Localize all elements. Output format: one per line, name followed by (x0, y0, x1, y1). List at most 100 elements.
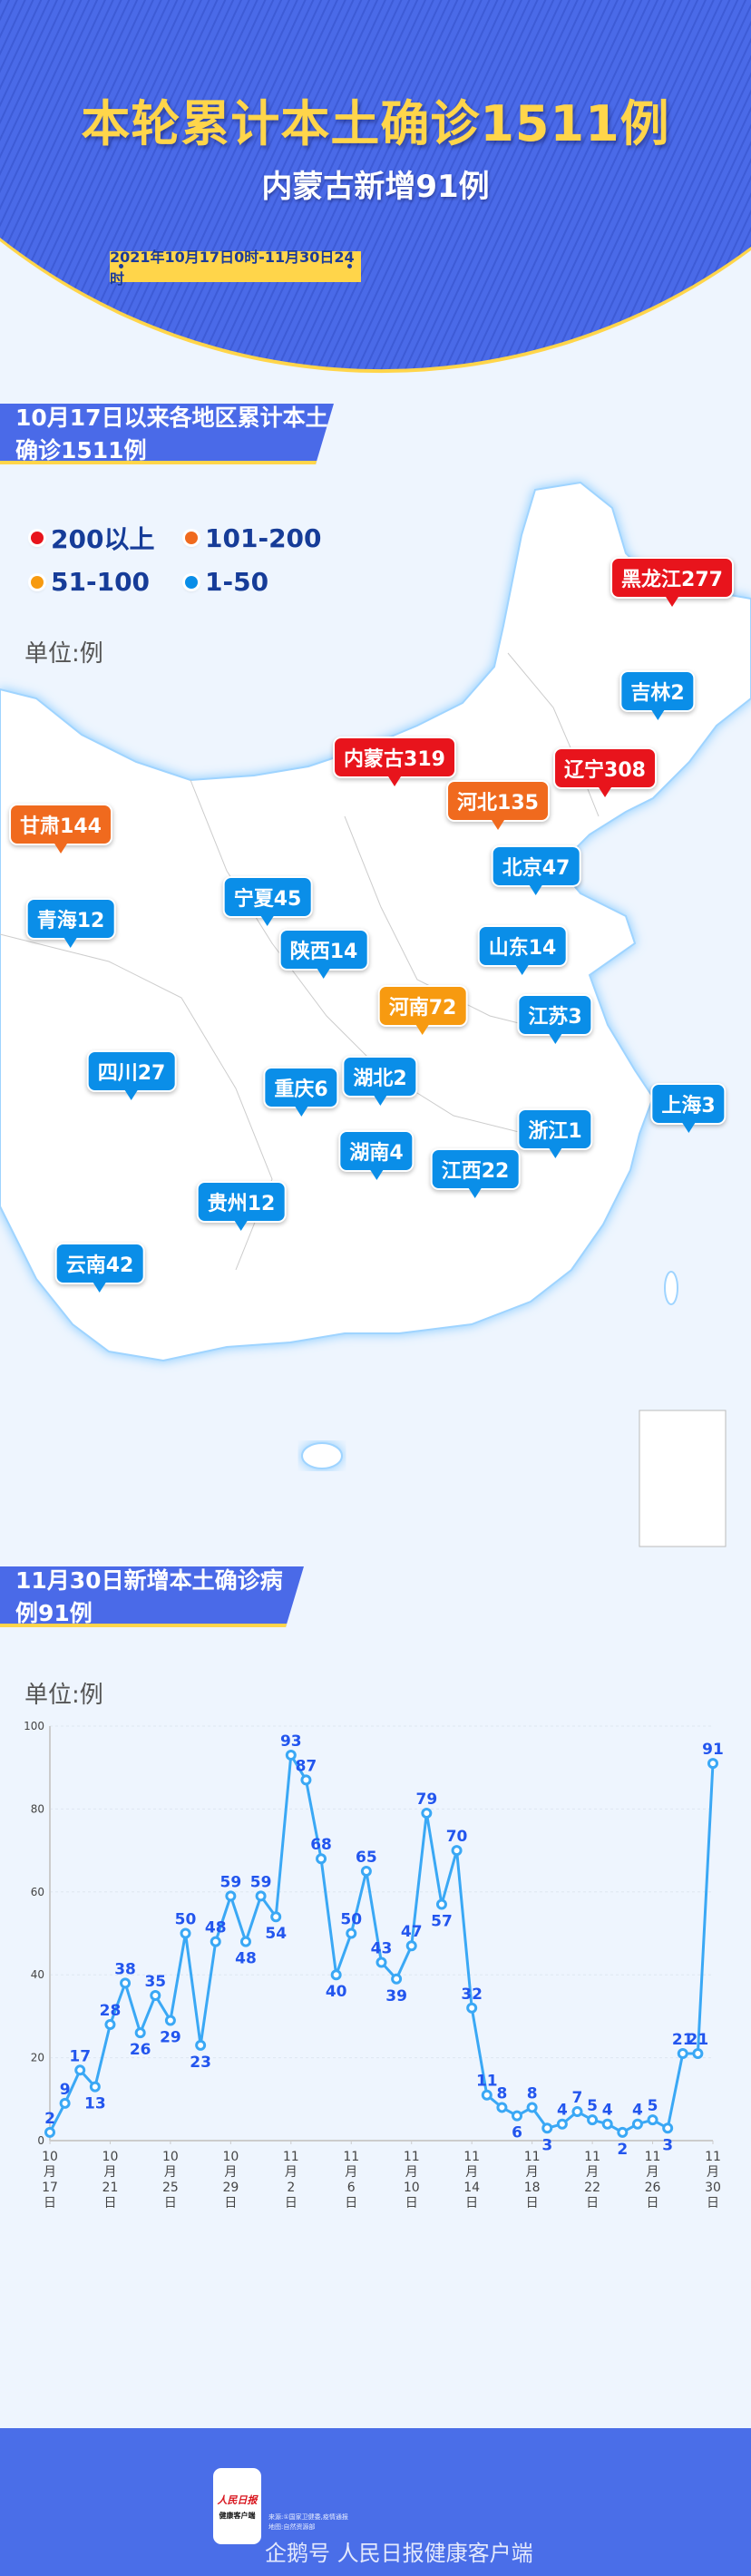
x-tick-label: 11 (524, 2150, 541, 2164)
x-tick-label: 月 (647, 2165, 659, 2180)
data-label: 79 (416, 1791, 438, 1809)
data-label: 59 (220, 1873, 242, 1891)
bullet-icon (347, 264, 352, 268)
data-point (435, 1898, 447, 1910)
region-bubble: 黑龙江277 (610, 557, 734, 599)
data-point (120, 1977, 132, 1989)
data-point (391, 1973, 403, 1985)
chart-unit-label: 单位:例 (24, 1682, 103, 1709)
data-label: 11 (476, 2073, 498, 2091)
data-point (134, 2027, 146, 2039)
data-point (104, 2019, 116, 2031)
x-tick-label: 29 (222, 2181, 239, 2195)
data-point (164, 2015, 176, 2026)
legend-label: 101-200 (205, 522, 322, 553)
region-bubble: 湖北2 (342, 1056, 418, 1098)
data-label: 48 (235, 1950, 257, 1968)
x-tick-label: 11 (645, 2150, 661, 2164)
data-label: 6 (512, 2124, 522, 2142)
data-label: 21 (688, 2031, 709, 2049)
data-label: 3 (541, 2136, 552, 2154)
data-label: 4 (557, 2102, 568, 2120)
data-point (421, 1807, 433, 1819)
section-banner-map: 10月17日以来各地区累计本土确诊1511例 (0, 404, 334, 464)
region-bubble: 辽宁308 (553, 747, 657, 789)
data-label: 50 (175, 1911, 197, 1929)
data-label: 65 (356, 1849, 377, 1867)
data-label: 57 (431, 1913, 453, 1931)
region-bubble: 四川27 (86, 1050, 177, 1092)
data-label: 68 (310, 1836, 332, 1854)
data-point (647, 2114, 658, 2126)
y-tick-label: 0 (37, 2134, 44, 2147)
data-label: 23 (190, 2054, 211, 2072)
data-label: 17 (69, 2047, 91, 2065)
x-tick-label: 月 (285, 2165, 297, 2180)
data-point (631, 2118, 643, 2130)
data-point (601, 2118, 613, 2130)
data-label: 8 (527, 2084, 538, 2103)
data-label: 91 (702, 1741, 724, 1759)
region-bubble: 河北135 (446, 780, 550, 822)
data-point (89, 2081, 101, 2093)
legend-label: 1-50 (205, 567, 269, 597)
data-label: 13 (84, 2095, 106, 2113)
data-point (481, 2089, 493, 2101)
x-tick-label: 月 (586, 2165, 599, 2180)
orange-dot-icon (185, 532, 198, 544)
x-tick-label: 月 (103, 2165, 116, 2180)
source-line: 地图:自然资源部 (268, 2523, 316, 2531)
data-point (662, 2122, 674, 2134)
data-label: 39 (385, 1987, 407, 2005)
data-label: 93 (280, 1732, 302, 1751)
region-bubble: 青海12 (25, 898, 116, 940)
x-tick-label: 月 (405, 2165, 418, 2180)
data-label: 43 (371, 1939, 393, 1957)
x-tick-label: 月 (44, 2165, 56, 2180)
data-point (239, 1936, 251, 1947)
data-point (74, 2064, 86, 2076)
x-tick-label: 日 (405, 2196, 418, 2210)
data-point (571, 2106, 583, 2118)
y-tick-label: 20 (31, 2052, 44, 2064)
china-map (0, 481, 751, 1547)
data-label: 47 (401, 1923, 423, 1941)
data-point (451, 1845, 463, 1857)
data-point (59, 2097, 71, 2109)
data-label: 2 (44, 2110, 55, 2128)
legend-item-51-100: 51-100 (31, 567, 165, 597)
data-point (512, 2110, 523, 2122)
region-bubble: 云南42 (54, 1243, 145, 1284)
data-label: 3 (662, 2136, 673, 2154)
region-bubble: 河南72 (377, 985, 468, 1027)
data-point (180, 1927, 191, 1939)
data-label: 7 (572, 2089, 583, 2107)
x-tick-label: 17 (42, 2181, 58, 2195)
data-label: 38 (114, 1960, 136, 1978)
x-tick-label: 10 (162, 2150, 179, 2164)
data-label: 35 (144, 1973, 166, 1991)
y-tick-label: 80 (31, 1802, 44, 1815)
red-dot-icon (31, 532, 44, 544)
section-banner-chart: 11月30日新增本土确诊病例91例 (0, 1566, 304, 1627)
source-note: 来源:①国家卫健委,疫情通报 地图:自然资源部 (268, 2513, 348, 2532)
y-tick-label: 60 (31, 1886, 44, 1898)
x-tick-label: 日 (103, 2196, 116, 2210)
x-tick-label: 月 (224, 2165, 237, 2180)
data-point (541, 2122, 553, 2134)
x-tick-label: 日 (224, 2196, 237, 2210)
data-point (587, 2114, 599, 2126)
footer (0, 2428, 751, 2576)
x-tick-label: 月 (526, 2165, 539, 2180)
data-label: 40 (326, 1983, 347, 2001)
region-bubble: 北京47 (491, 845, 581, 887)
data-point (466, 2002, 478, 2014)
x-tick-label: 日 (164, 2196, 177, 2210)
date-range-bar: 2021年10月17日0时-11月30日24时 (110, 249, 361, 288)
data-label: 59 (250, 1873, 272, 1891)
legend-item-200-plus: 200以上 (31, 520, 165, 556)
x-tick-label: 10 (222, 2150, 239, 2164)
x-tick-label: 26 (645, 2181, 661, 2195)
x-tick-label: 月 (345, 2165, 357, 2180)
region-bubble: 陕西14 (278, 929, 369, 971)
